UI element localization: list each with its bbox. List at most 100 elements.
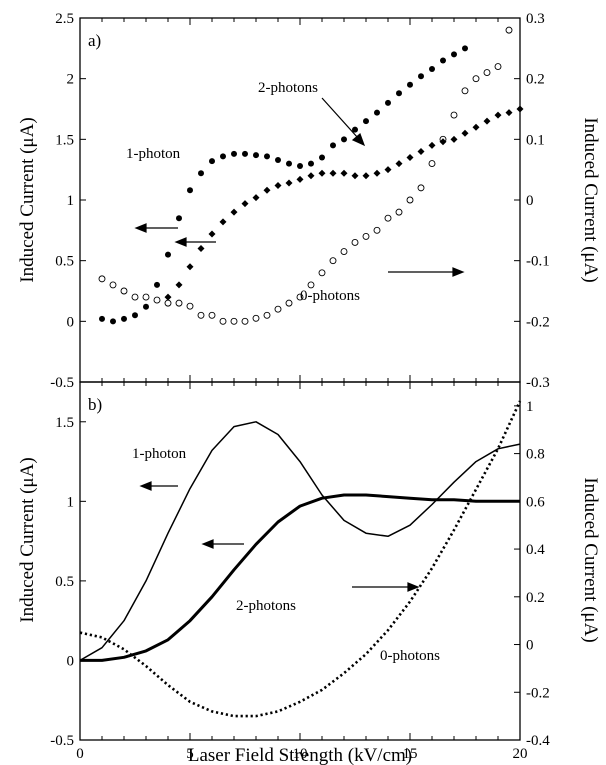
data-point-0-photons xyxy=(186,302,194,310)
data-point-0-photons xyxy=(318,269,326,277)
data-point-2-photons xyxy=(340,169,348,177)
series-line-2-photons xyxy=(80,493,520,662)
data-point-0-photons xyxy=(274,305,282,313)
data-point-2-photons xyxy=(186,263,194,271)
data-point-1-photon xyxy=(462,45,468,52)
data-point-2-photons xyxy=(362,172,370,180)
data-point-0-photons xyxy=(428,160,436,168)
data-point-0-photons xyxy=(494,63,502,70)
data-point-0-photons xyxy=(98,275,106,283)
series-0-photons xyxy=(98,26,513,325)
data-point-2-photons xyxy=(274,181,282,189)
data-point-1-photon xyxy=(198,170,204,177)
data-point-1-photon xyxy=(374,109,380,116)
annotation-zero-photons-b: 0-photons xyxy=(380,648,440,664)
annotation-zero-photons-a: 0-photons xyxy=(300,288,360,304)
data-point-0-photons xyxy=(340,248,348,256)
left-tick-label: 0 xyxy=(67,653,75,669)
data-point-1-photon xyxy=(330,142,336,149)
right-tick-label: -0.1 xyxy=(526,254,550,270)
panel-b-left-ylabel: Induced Current (μA) xyxy=(17,457,38,622)
x-tick-label: 20 xyxy=(513,746,528,762)
data-point-2-photons xyxy=(197,245,205,253)
data-point-1-photon xyxy=(396,90,402,97)
data-point-1-photon xyxy=(264,153,270,160)
panel-b-marks xyxy=(79,400,522,718)
panel-a-marks xyxy=(98,26,524,325)
data-point-0-photons xyxy=(109,281,117,289)
data-point-1-photon xyxy=(308,160,314,167)
series-line-1-photon xyxy=(79,421,521,662)
data-point-0-photons xyxy=(384,214,392,222)
data-point-0-photons xyxy=(362,232,370,240)
x-tick-label: 15 xyxy=(403,746,418,762)
data-point-1-photon xyxy=(176,215,182,222)
data-point-1-photon xyxy=(99,315,105,322)
data-point-1-photon xyxy=(297,163,303,170)
left-tick-label: 1.5 xyxy=(55,415,74,431)
data-point-0-photons xyxy=(439,135,447,143)
panel-b: b) Induced Current (μA) Induced Current … xyxy=(17,381,601,765)
data-point-0-photons xyxy=(296,293,304,301)
annotation-one-photon-a: 1-photon xyxy=(126,146,181,162)
data-point-0-photons xyxy=(450,111,458,119)
data-point-2-photons xyxy=(450,135,458,143)
data-point-1-photon xyxy=(407,81,413,88)
data-point-0-photons xyxy=(120,287,128,295)
data-point-0-photons xyxy=(351,239,359,246)
arrow-zero-photons-a-head xyxy=(452,267,465,277)
data-point-0-photons xyxy=(230,317,238,325)
data-point-0-photons xyxy=(472,75,480,83)
data-point-0-photons xyxy=(395,208,403,216)
data-point-2-photons xyxy=(461,129,469,137)
x-tick-label: 5 xyxy=(186,746,194,762)
data-point-2-photons xyxy=(439,138,447,146)
data-point-1-photon xyxy=(143,303,149,310)
series-2-photons xyxy=(164,105,524,301)
arrow-two-photons-pointer-a-head xyxy=(351,132,366,147)
annotation-two-photons-b: 2-photons xyxy=(236,598,296,614)
left-tick-label: 0 xyxy=(67,314,75,330)
data-point-0-photons xyxy=(263,311,271,319)
data-point-2-photons xyxy=(494,111,502,119)
data-point-0-photons xyxy=(307,281,315,289)
annotation-two-photons-a: 2-photons xyxy=(258,80,318,96)
right-tick-label: 0.2 xyxy=(526,72,545,88)
data-point-0-photons xyxy=(131,293,139,301)
right-tick-label: -0.4 xyxy=(526,733,550,749)
data-point-2-photons xyxy=(164,293,172,301)
data-point-2-photons xyxy=(208,230,216,238)
x-tick-label: 0 xyxy=(76,746,84,762)
data-point-2-photons xyxy=(285,179,293,187)
right-tick-label: 0.3 xyxy=(526,11,545,27)
data-point-2-photons xyxy=(351,172,359,180)
left-tick-label: -0.5 xyxy=(50,733,74,749)
arrow-one-photon-a-head xyxy=(134,223,147,233)
data-point-0-photons xyxy=(417,184,425,192)
right-tick-label: -0.2 xyxy=(526,685,550,701)
panel-a-right-ylabel: Induced Current (μA) xyxy=(580,117,601,282)
series-line-0-photons xyxy=(79,400,522,718)
data-point-1-photon xyxy=(363,118,369,125)
data-point-0-photons xyxy=(197,311,205,319)
left-tick-label: 2 xyxy=(67,72,75,88)
data-point-0-photons xyxy=(175,299,183,307)
x-tick-label: 10 xyxy=(293,746,308,762)
panel-a-label: a) xyxy=(88,31,101,50)
right-tick-label: -0.3 xyxy=(526,375,550,391)
data-point-0-photons xyxy=(483,69,491,77)
data-point-1-photon xyxy=(242,150,248,157)
data-point-2-photons xyxy=(175,281,183,289)
arrow-zero-photons-b-head xyxy=(407,582,420,592)
data-point-2-photons xyxy=(296,175,304,183)
right-tick-label: 0 xyxy=(526,193,534,209)
arrow-two-photons-b-head xyxy=(201,539,214,549)
data-point-0-photons xyxy=(285,299,293,307)
x-axis-label: Laser Field Strength (kV/cm) xyxy=(188,745,412,765)
right-tick-label: 0.1 xyxy=(526,132,545,148)
panel-b-arrows xyxy=(139,481,420,592)
data-point-1-photon xyxy=(209,158,215,165)
right-tick-label: 0 xyxy=(526,638,534,654)
annotation-one-photon-b: 1-photon xyxy=(132,446,187,462)
